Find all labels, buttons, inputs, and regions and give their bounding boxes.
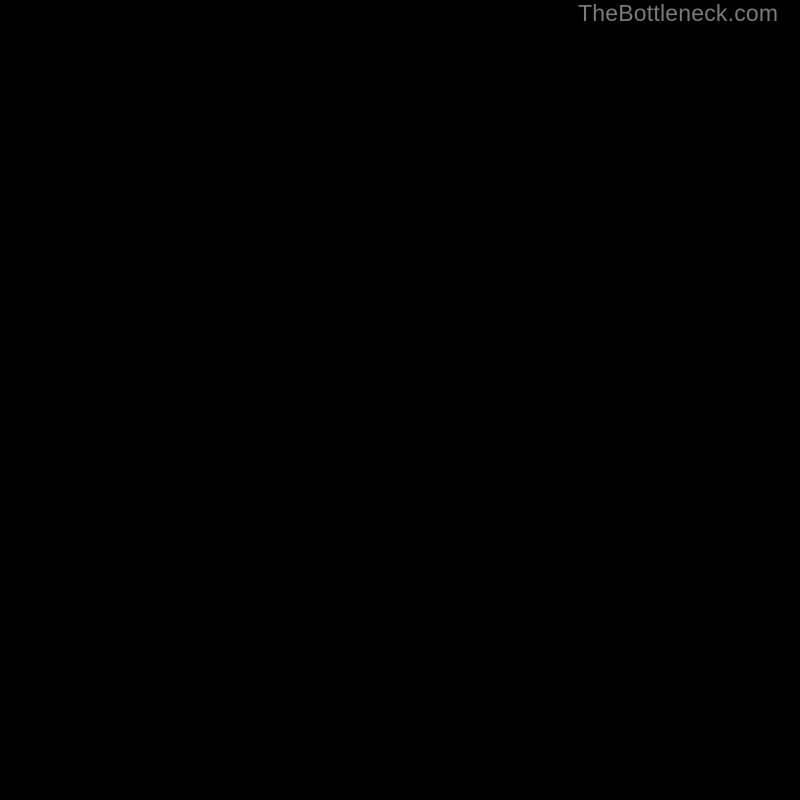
outer-frame (0, 0, 800, 800)
watermark-text: TheBottleneck.com (578, 0, 778, 27)
